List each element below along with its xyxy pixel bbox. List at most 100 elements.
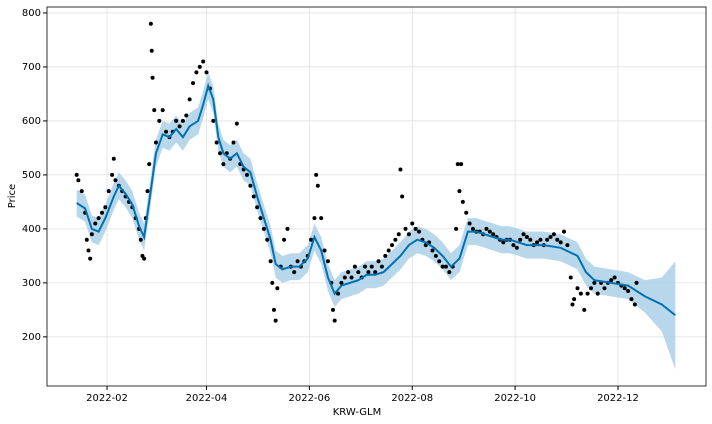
y-tick-label: 200: [22, 332, 41, 343]
observed-point: [595, 291, 600, 296]
observed-point: [622, 286, 627, 291]
observed-point: [314, 172, 319, 177]
observed-point: [336, 291, 341, 296]
observed-point: [528, 237, 533, 242]
observed-point: [147, 162, 152, 167]
observed-point: [352, 264, 357, 269]
observed-point: [398, 167, 403, 172]
observed-point: [103, 205, 108, 210]
observed-point: [244, 172, 249, 177]
observed-point: [150, 75, 155, 80]
observed-point: [400, 194, 405, 199]
observed-point: [160, 108, 165, 113]
observed-point: [514, 245, 519, 250]
observed-point: [152, 108, 157, 113]
observed-point: [342, 275, 347, 280]
observed-point: [383, 253, 388, 258]
observed-point: [110, 172, 115, 177]
observed-point: [386, 248, 391, 253]
observed-point: [555, 237, 560, 242]
x-tick-label: 2022-10: [494, 393, 536, 404]
y-tick-label: 600: [22, 116, 41, 127]
y-tick-label: 500: [22, 170, 41, 181]
observed-point: [396, 232, 401, 237]
observed-point: [312, 216, 317, 221]
observed-point: [258, 216, 263, 221]
observed-point: [572, 297, 577, 302]
observed-point: [632, 302, 637, 307]
observed-point: [491, 232, 496, 237]
observed-point: [524, 234, 529, 239]
observed-point: [79, 189, 84, 194]
observed-point: [575, 286, 580, 291]
observed-point: [551, 232, 556, 237]
y-tick-label: 300: [22, 278, 41, 289]
observed-point: [187, 97, 192, 102]
x-tick-label: 2022-04: [186, 393, 228, 404]
observed-point: [234, 121, 239, 126]
observed-point: [518, 237, 523, 242]
observed-point: [349, 275, 354, 280]
observed-point: [93, 221, 98, 226]
observed-point: [273, 318, 278, 323]
observed-point: [437, 259, 442, 264]
observed-point: [184, 113, 189, 118]
observed-point: [356, 270, 361, 275]
observed-point: [99, 210, 104, 215]
observed-point: [626, 288, 631, 293]
y-axis-label: Price: [7, 184, 18, 208]
observed-point: [346, 270, 351, 275]
observed-point: [379, 264, 384, 269]
observed-point: [578, 291, 583, 296]
x-tick-label: 2022-08: [391, 393, 433, 404]
observed-point: [410, 221, 415, 226]
observed-point: [464, 210, 469, 215]
observed-point: [270, 280, 275, 285]
observed-point: [538, 237, 543, 242]
observed-point: [204, 70, 209, 75]
observed-point: [330, 307, 335, 312]
observed-point: [433, 253, 438, 258]
observed-point: [332, 318, 337, 323]
observed-point: [363, 264, 368, 269]
x-axis-label: KRW-GLM: [333, 407, 382, 418]
observed-point: [292, 270, 297, 275]
observed-point: [88, 256, 93, 261]
observed-point: [602, 286, 607, 291]
x-tick-label: 2022-12: [597, 393, 639, 404]
observed-point: [521, 232, 526, 237]
observed-point: [447, 270, 452, 275]
observed-point: [454, 226, 459, 231]
observed-point: [440, 264, 445, 269]
observed-point: [460, 199, 465, 204]
observed-point: [390, 243, 395, 248]
observed-point: [511, 243, 516, 248]
observed-point: [265, 237, 270, 242]
observed-point: [197, 64, 202, 69]
observed-point: [194, 70, 199, 75]
observed-point: [315, 183, 320, 188]
observed-point: [309, 237, 314, 242]
observed-point: [268, 259, 273, 264]
observed-point: [76, 178, 81, 183]
observed-point: [406, 232, 411, 237]
observed-point: [295, 259, 300, 264]
x-tick-label: 2022-06: [288, 393, 330, 404]
observed-point: [634, 280, 639, 285]
observed-point: [111, 156, 116, 161]
observed-point: [148, 21, 153, 26]
observed-point: [177, 124, 182, 129]
observed-point: [138, 237, 143, 242]
observed-point: [609, 278, 614, 283]
observed-point: [142, 256, 147, 261]
observed-point: [322, 248, 327, 253]
observed-point: [214, 140, 219, 145]
observed-point: [149, 48, 154, 53]
y-tick-label: 700: [22, 62, 41, 73]
observed-point: [562, 229, 567, 234]
observed-point: [376, 259, 381, 264]
observed-point: [251, 194, 256, 199]
observed-point: [568, 275, 573, 280]
forecast-line: [76, 82, 676, 317]
